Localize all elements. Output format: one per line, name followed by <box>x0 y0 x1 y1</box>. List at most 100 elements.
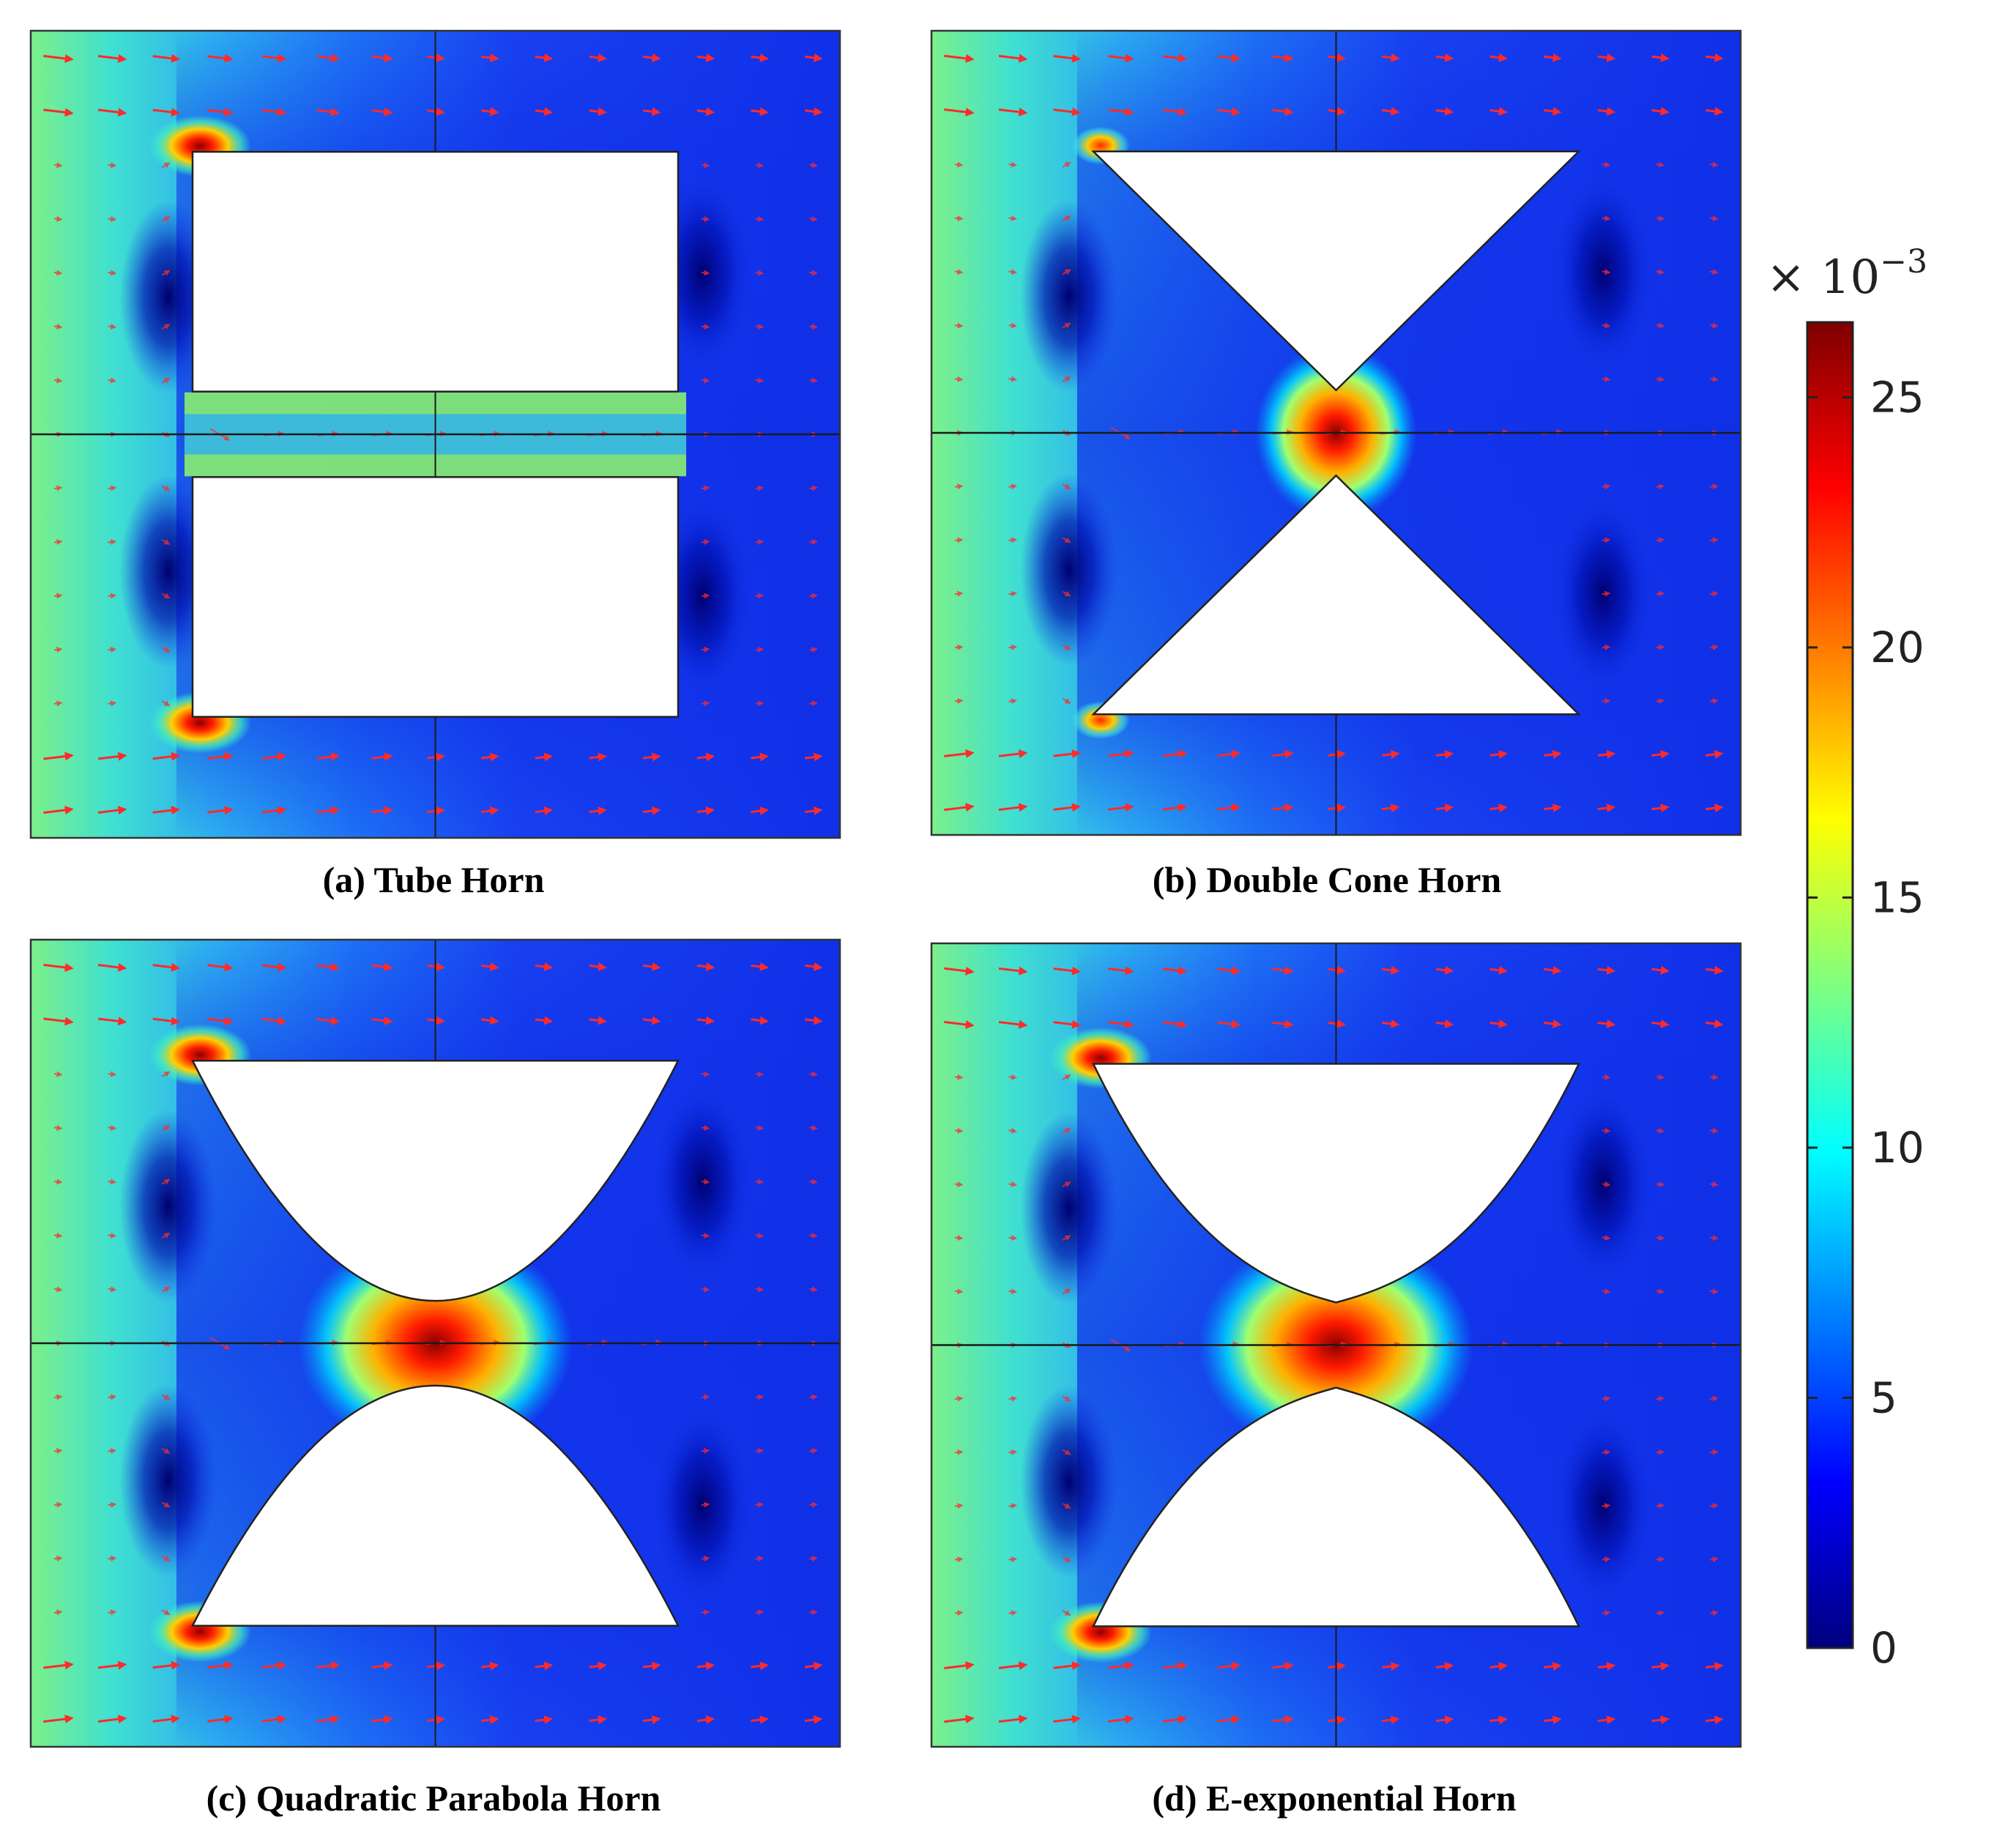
velocity-arrow <box>1108 966 1134 976</box>
velocity-arrow <box>1651 803 1670 813</box>
velocity-arrow <box>1597 53 1616 62</box>
velocity-arrow <box>1062 1074 1071 1080</box>
velocity-arrow <box>642 806 661 816</box>
velocity-arrow <box>755 593 765 599</box>
velocity-arrow <box>701 1448 710 1455</box>
velocity-arrow <box>53 1501 63 1508</box>
velocity-arrow <box>261 53 287 63</box>
velocity-arrow <box>1705 965 1724 975</box>
velocity-arrow <box>944 1020 975 1029</box>
velocity-arrows <box>944 965 1724 1725</box>
velocity-arrow <box>642 53 661 62</box>
velocity-arrow <box>1543 750 1562 759</box>
velocity-arrow <box>642 1016 661 1025</box>
velocity-arrow <box>152 1017 181 1026</box>
velocity-arrow <box>53 162 63 168</box>
velocity-arrow <box>954 161 964 168</box>
velocity-arrow <box>1602 322 1611 329</box>
velocity-arrow <box>809 323 818 330</box>
velocity-arrow <box>1008 698 1018 705</box>
colorbar-exponent: −3 <box>1880 243 1927 281</box>
velocity-arrow <box>1656 1181 1665 1187</box>
colorbar-tick-label: 25 <box>1870 372 1924 422</box>
velocity-arrow <box>804 1016 823 1025</box>
velocity-arrow <box>755 1286 765 1293</box>
velocity-arrow <box>804 962 823 971</box>
velocity-arrow <box>1108 803 1134 812</box>
velocity-arrow <box>701 647 710 653</box>
velocity-arrow <box>1489 1662 1508 1671</box>
velocity-arrow <box>316 1715 341 1724</box>
velocity-arrow <box>1656 1288 1665 1295</box>
velocity-arrow <box>316 752 341 762</box>
velocity-arrow <box>1543 1019 1562 1028</box>
velocity-arrow <box>316 53 341 63</box>
velocity-arrow <box>1651 107 1670 116</box>
velocity-arrow <box>751 1715 769 1725</box>
velocity-arrow <box>809 485 818 491</box>
velocity-arrow <box>1162 1661 1188 1671</box>
velocity-arrow <box>804 53 823 62</box>
velocity-arrow <box>1656 1395 1665 1402</box>
velocity-arrow <box>1008 322 1018 329</box>
velocity-arrow <box>1435 750 1454 759</box>
velocity-arrow <box>1272 1715 1294 1724</box>
velocity-arrow <box>755 1501 765 1508</box>
velocity-arrow <box>480 53 499 62</box>
velocity-arrow <box>43 53 74 63</box>
velocity-arrow <box>108 1178 117 1185</box>
panel-b <box>930 29 1742 836</box>
velocity-arrow <box>161 593 171 599</box>
velocity-arrow <box>53 539 63 546</box>
velocity-arrow <box>316 1016 341 1025</box>
velocity-arrow <box>954 1181 964 1187</box>
velocity-arrow <box>371 107 393 116</box>
velocity-arrow <box>1053 1661 1082 1671</box>
velocity-arrow <box>1108 1661 1134 1671</box>
velocity-arrow <box>152 1660 181 1670</box>
velocity-arrow <box>53 1556 63 1562</box>
panel-frame <box>930 29 1742 836</box>
velocity-arrow <box>97 806 127 815</box>
velocity-arrow <box>589 752 607 762</box>
velocity-arrow <box>1710 322 1719 329</box>
velocity-arrow <box>696 1016 715 1025</box>
velocity-arrow <box>696 806 715 816</box>
velocity-arrow <box>1272 107 1294 116</box>
velocity-arrow <box>207 108 234 116</box>
velocity-arrow <box>1053 966 1082 976</box>
velocity-arrow <box>1656 1503 1665 1509</box>
velocity-arrow <box>480 1715 499 1725</box>
velocity-arrow <box>1381 750 1400 759</box>
velocity-arrow <box>701 1178 710 1185</box>
velocity-arrow <box>701 377 710 384</box>
velocity-arrow <box>97 108 127 117</box>
velocity-arrow <box>1272 966 1294 976</box>
velocity-arrow <box>1062 590 1071 597</box>
velocity-arrow <box>701 162 710 168</box>
velocity-arrow <box>751 1661 769 1671</box>
velocity-arrow <box>53 1609 63 1616</box>
panel-frame <box>29 29 841 839</box>
velocity-arrow <box>480 1016 499 1025</box>
velocity-arrow <box>755 1556 765 1562</box>
velocity-arrow <box>1053 749 1082 759</box>
caption-c: (c) Quadratic Parabola Horn <box>207 1778 661 1819</box>
velocity-arrow <box>954 537 964 543</box>
velocity-arrow <box>108 1609 117 1616</box>
horn-body <box>1092 1063 1580 1627</box>
velocity-arrow <box>701 700 710 707</box>
velocity-arrow <box>53 1232 63 1238</box>
velocity-arrow <box>1710 590 1719 597</box>
velocity-arrow <box>1108 107 1134 116</box>
velocity-arrow <box>371 806 393 815</box>
velocity-arrow <box>954 322 964 329</box>
velocity-arrow <box>809 593 818 599</box>
velocity-arrow <box>751 806 769 816</box>
velocity-arrow <box>998 1715 1028 1724</box>
velocity-arrow <box>1435 1715 1454 1725</box>
velocity-arrow <box>43 1017 74 1026</box>
velocity-arrow <box>161 1609 171 1616</box>
velocity-arrow <box>809 377 818 384</box>
velocity-arrow <box>371 752 393 762</box>
